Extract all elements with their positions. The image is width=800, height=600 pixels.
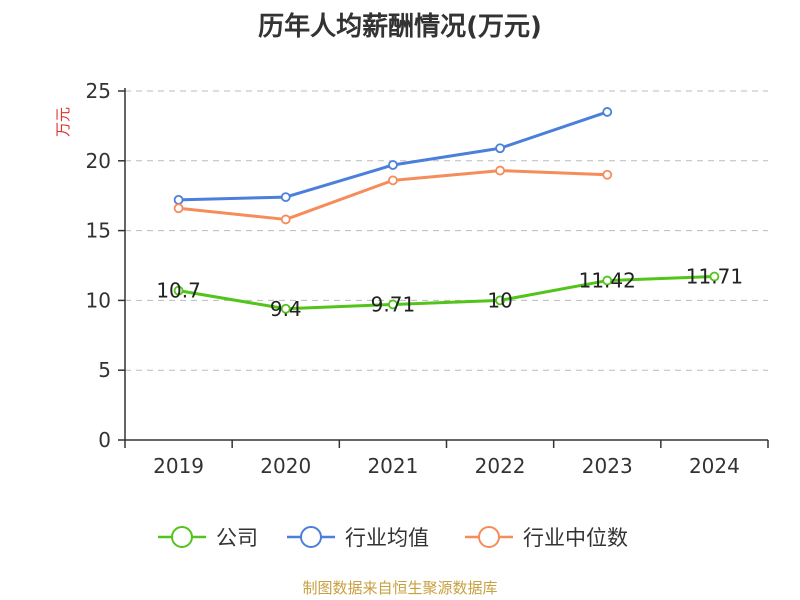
data-label: 9.4 (270, 297, 302, 321)
data-point (280, 192, 291, 202)
legend-label: 行业均值 (345, 526, 429, 550)
data-point (388, 160, 398, 170)
legend-marker (300, 526, 322, 548)
data-label: 11.42 (579, 269, 636, 293)
data-point (602, 107, 613, 117)
series-0: 10.7 9.4 9.71 10 11.42 11.71 (156, 265, 743, 321)
x-tick-label: 2021 (367, 454, 418, 478)
y-tick-label: 10 (86, 288, 111, 312)
y-tick-label: 5 (98, 358, 111, 382)
legend-item-1: 行业均值 (287, 526, 429, 550)
series-2 (173, 165, 613, 225)
x-axis-ticks: 2019 2020 2021 2022 2023 2024 (124, 440, 769, 478)
legend: 公司 行业均值 行业中位数 (158, 526, 628, 550)
x-tick-label: 2019 (153, 454, 204, 478)
legend-marker (478, 526, 500, 548)
y-tick-label: 15 (86, 219, 111, 243)
y-axis-label: 万元 (54, 107, 72, 137)
chart-title: 历年人均薪酬情况(万元) (258, 12, 542, 42)
legend-label: 公司 (216, 526, 258, 550)
data-point (495, 295, 505, 306)
x-tick-label: 2020 (260, 454, 311, 478)
data-point (280, 303, 291, 314)
source-note: 制图数据来自恒生聚源数据库 (302, 579, 498, 597)
grid-lines (125, 90, 768, 371)
data-point (602, 169, 613, 180)
series-1 (173, 107, 613, 205)
data-point (388, 299, 398, 310)
data-point (173, 203, 184, 214)
data-label: 11.71 (686, 265, 743, 289)
series-line (178, 275, 715, 311)
data-point (388, 175, 398, 186)
x-tick-label: 2022 (475, 454, 526, 478)
x-tick-label: 2024 (689, 454, 740, 478)
data-label: 10 (487, 288, 512, 312)
data-point (602, 275, 613, 286)
legend-label: 行业中位数 (523, 526, 628, 550)
y-axis-ticks: 0 5 10 15 20 25 (86, 79, 125, 452)
data-point (280, 214, 291, 225)
axes (124, 88, 768, 441)
data-point (709, 271, 720, 282)
y-tick-label: 25 (86, 79, 111, 103)
legend-item-2: 行业中位数 (465, 526, 628, 550)
data-point (495, 143, 505, 154)
data-point (173, 285, 184, 296)
y-tick-label: 0 (98, 428, 111, 452)
data-point (495, 165, 505, 176)
data-label: 10.7 (156, 279, 201, 303)
x-tick-label: 2023 (582, 454, 633, 478)
series-line (178, 110, 608, 202)
data-point (173, 194, 184, 205)
y-tick-label: 20 (86, 149, 111, 173)
series-group: 10.7 9.4 9.71 10 11.42 11.71 (156, 107, 743, 321)
data-label: 9.71 (371, 292, 416, 316)
legend-item-0: 公司 (158, 526, 258, 550)
legend-marker (171, 526, 193, 548)
